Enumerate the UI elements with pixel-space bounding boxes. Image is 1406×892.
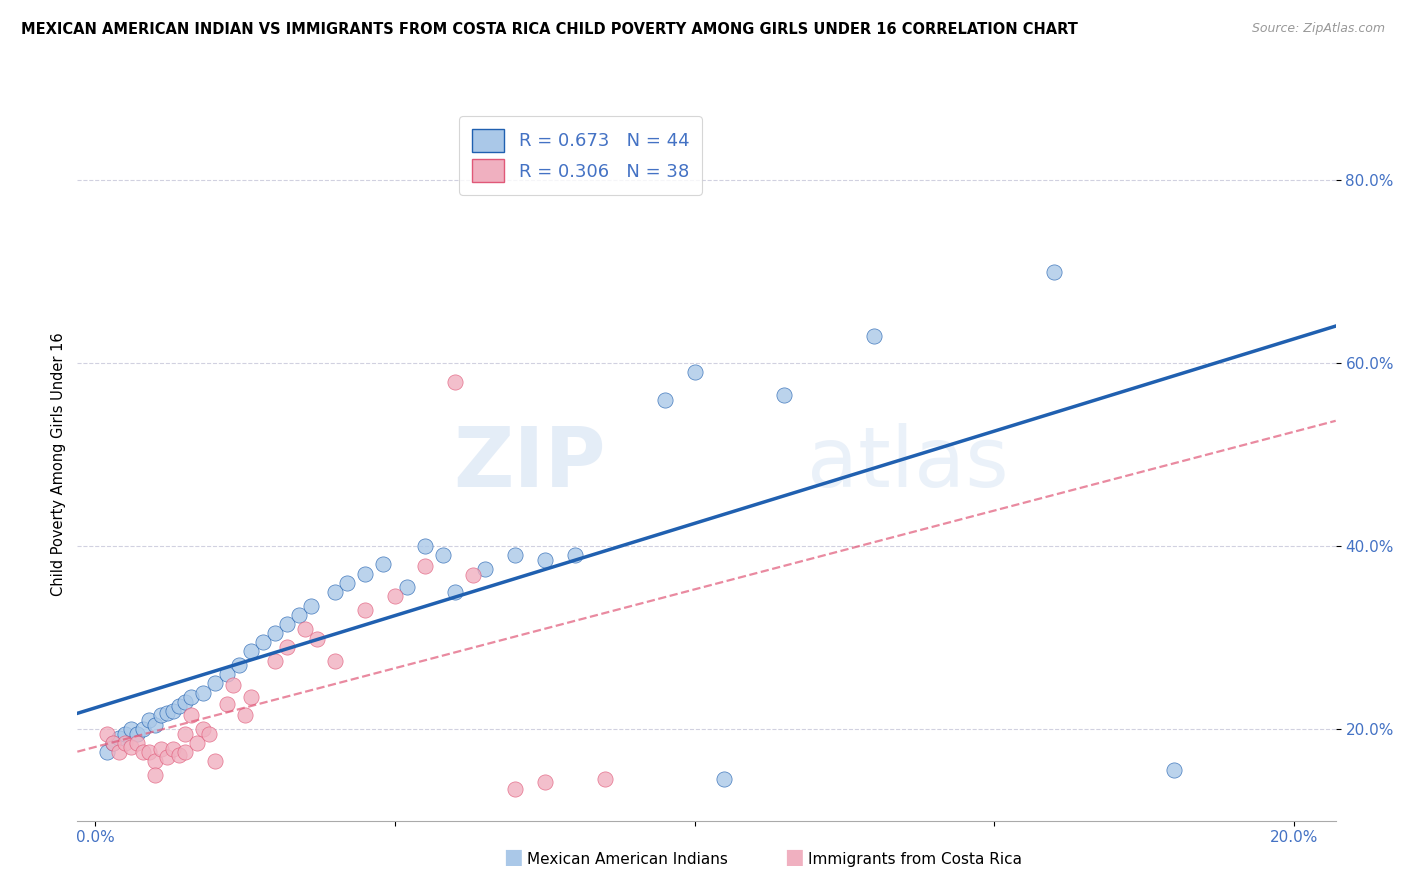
Point bbox=[533, 553, 555, 567]
Point bbox=[138, 713, 160, 727]
Text: MEXICAN AMERICAN INDIAN VS IMMIGRANTS FROM COSTA RICA CHILD POVERTY AMONG GIRLS : MEXICAN AMERICAN INDIAN VS IMMIGRANTS FR… bbox=[21, 22, 1078, 37]
Point bbox=[108, 745, 131, 759]
Point bbox=[252, 635, 274, 649]
Point bbox=[233, 708, 256, 723]
Point bbox=[432, 549, 454, 563]
Point bbox=[217, 667, 239, 681]
Point bbox=[264, 626, 287, 640]
Point bbox=[354, 603, 377, 617]
Point bbox=[138, 745, 160, 759]
Point bbox=[413, 539, 436, 553]
Point bbox=[96, 727, 118, 741]
Text: atlas: atlas bbox=[807, 424, 1010, 504]
Point bbox=[127, 727, 149, 741]
Point bbox=[180, 690, 202, 705]
Point bbox=[127, 736, 149, 750]
Point bbox=[413, 559, 436, 574]
Point bbox=[114, 727, 136, 741]
Point bbox=[143, 768, 166, 782]
Point bbox=[96, 745, 118, 759]
Point bbox=[654, 392, 676, 407]
Point bbox=[276, 640, 298, 654]
Point bbox=[120, 740, 142, 755]
Point bbox=[474, 562, 496, 576]
Point bbox=[143, 717, 166, 731]
Point bbox=[217, 697, 239, 711]
Point bbox=[323, 654, 346, 668]
Point bbox=[354, 566, 377, 581]
Point bbox=[288, 607, 311, 622]
Text: ■: ■ bbox=[503, 847, 523, 867]
Legend: R = 0.673   N = 44, R = 0.306   N = 38: R = 0.673 N = 44, R = 0.306 N = 38 bbox=[460, 116, 702, 195]
Point bbox=[204, 676, 226, 690]
Point bbox=[120, 722, 142, 736]
Point bbox=[191, 722, 215, 736]
Point bbox=[503, 549, 526, 563]
Point bbox=[180, 708, 202, 723]
Point bbox=[156, 749, 179, 764]
Point bbox=[174, 695, 197, 709]
Point bbox=[132, 745, 155, 759]
Point bbox=[174, 727, 197, 741]
Point bbox=[143, 754, 166, 768]
Point bbox=[150, 708, 173, 723]
Point bbox=[773, 388, 796, 402]
Text: ■: ■ bbox=[785, 847, 804, 867]
Point bbox=[264, 654, 287, 668]
Point bbox=[305, 632, 328, 647]
Point bbox=[198, 727, 221, 741]
Point bbox=[103, 736, 125, 750]
Point bbox=[503, 781, 526, 796]
Point bbox=[593, 772, 616, 787]
Point bbox=[564, 549, 586, 563]
Point bbox=[167, 747, 190, 762]
Point bbox=[444, 375, 467, 389]
Point bbox=[150, 742, 173, 756]
Point bbox=[1043, 265, 1066, 279]
Point bbox=[174, 745, 197, 759]
Point bbox=[533, 775, 555, 789]
Point bbox=[167, 699, 190, 714]
Point bbox=[395, 580, 418, 594]
Point bbox=[156, 706, 179, 720]
Point bbox=[336, 575, 359, 590]
Point bbox=[103, 736, 125, 750]
Point bbox=[323, 585, 346, 599]
Point bbox=[204, 754, 226, 768]
Point bbox=[240, 690, 263, 705]
Y-axis label: Child Poverty Among Girls Under 16: Child Poverty Among Girls Under 16 bbox=[51, 332, 66, 596]
Point bbox=[276, 616, 298, 631]
Text: Immigrants from Costa Rica: Immigrants from Costa Rica bbox=[808, 852, 1022, 867]
Point bbox=[444, 585, 467, 599]
Text: ZIP: ZIP bbox=[453, 424, 606, 504]
Point bbox=[162, 742, 184, 756]
Point bbox=[713, 772, 735, 787]
Text: Mexican American Indians: Mexican American Indians bbox=[527, 852, 728, 867]
Point bbox=[863, 328, 886, 343]
Point bbox=[114, 736, 136, 750]
Text: Source: ZipAtlas.com: Source: ZipAtlas.com bbox=[1251, 22, 1385, 36]
Point bbox=[371, 558, 394, 572]
Point bbox=[228, 658, 250, 673]
Point bbox=[191, 685, 215, 699]
Point bbox=[299, 599, 322, 613]
Point bbox=[683, 365, 706, 379]
Point bbox=[384, 590, 406, 604]
Point bbox=[132, 722, 155, 736]
Point bbox=[1163, 764, 1185, 778]
Point bbox=[240, 644, 263, 658]
Point bbox=[294, 622, 316, 636]
Point bbox=[186, 736, 208, 750]
Point bbox=[222, 678, 245, 692]
Point bbox=[108, 731, 131, 746]
Point bbox=[461, 568, 484, 582]
Point bbox=[162, 704, 184, 718]
